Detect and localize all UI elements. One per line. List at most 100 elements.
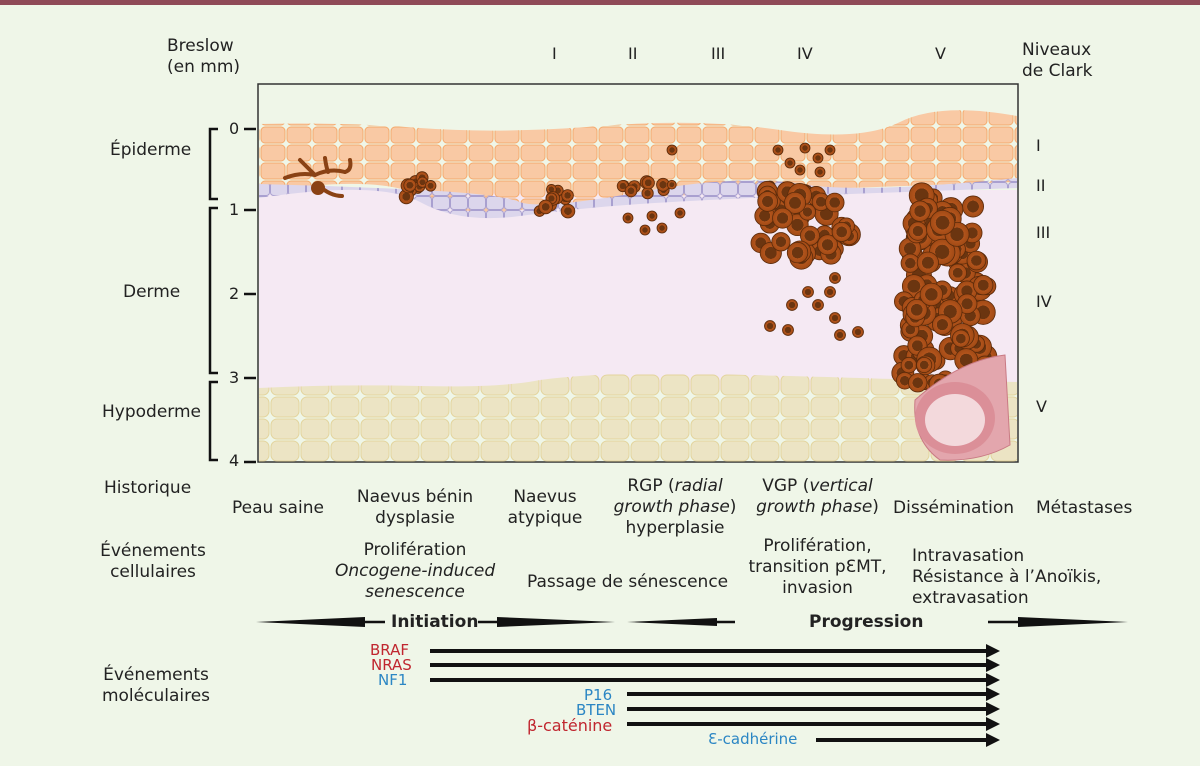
- melanoma-cell: [829, 272, 841, 284]
- phase-progression: Progression: [809, 612, 924, 632]
- hist-naevus-benin-line1: Naevus bénin: [356, 487, 474, 507]
- melanoma-cell: [772, 144, 784, 156]
- cell-proliferation: Prolifération Oncogene-induced senescenc…: [335, 540, 495, 603]
- gene-e-cadherine: Ɛ-cadhérine: [708, 730, 798, 748]
- melanoma-cell: [802, 286, 814, 298]
- melanoma-cell: [772, 207, 793, 229]
- hist-vgp: VGP (vertical growth phase): [745, 476, 890, 518]
- cell-proliferation-line: Prolifération: [363, 540, 467, 560]
- melanoma-cell: [560, 203, 576, 219]
- cell-dissemination: Intravasation Résistance à l’Anoïkis, ex…: [912, 546, 1101, 609]
- row-label-moleculaires-line1: Événements: [103, 665, 209, 685]
- depth-tick-2: 2: [229, 284, 240, 303]
- bracket-derme: [208, 206, 218, 375]
- melanoma-cell: [786, 299, 798, 311]
- melanoma-cell: [799, 225, 820, 246]
- cell-diss-line1: Intravasation: [912, 546, 1025, 566]
- melanoma-cell: [812, 152, 824, 164]
- hist-naevus-atypique: Naevus atypique: [505, 487, 585, 529]
- gene-arrow-head-0: [986, 644, 1000, 658]
- melanoma-cell: [852, 326, 864, 338]
- gene-bten: BTEN: [576, 701, 617, 719]
- melanoma-cell: [824, 144, 836, 156]
- melanoma-cell: [919, 282, 944, 307]
- melanoma-cell: [764, 320, 776, 332]
- depth-tick-1: 1: [229, 200, 240, 219]
- gene-arrow-head-1: [986, 658, 1000, 672]
- melanoma-cell: [966, 250, 987, 271]
- melanoma-cell: [973, 275, 994, 296]
- hist-naevus-benin: Naevus bénin dysplasie: [345, 487, 485, 529]
- melanoma-cell: [666, 179, 677, 190]
- row-label-cellulaires-line1: Événements: [100, 541, 206, 561]
- hist-naevus-atypique-line1: Naevus: [513, 487, 577, 507]
- progression-arrow-left: [627, 618, 717, 626]
- melanoma-cell: [624, 184, 638, 198]
- hist-vgp-b: vertical: [809, 476, 873, 496]
- melanoma-cells: [398, 142, 998, 431]
- cell-diss-line2: Résistance à l’Anoïkis,: [912, 567, 1102, 587]
- clark-top-V: V: [935, 44, 946, 63]
- depth-tick-4: 4: [229, 451, 240, 470]
- melanoma-cell: [829, 312, 841, 324]
- gene-braf: BRAF: [370, 641, 409, 659]
- hist-dissemination: Dissémination: [893, 498, 1015, 518]
- initiation-arrow-right: [497, 617, 615, 627]
- melanoma-cell: [916, 251, 939, 274]
- row-label-moleculaires-line2: moléculaires: [101, 686, 211, 706]
- hist-metastases: Métastases: [1036, 498, 1133, 518]
- melanoma-cell: [831, 221, 852, 242]
- clark-right-II: II: [1036, 176, 1046, 195]
- melanoma-cell: [931, 314, 953, 336]
- hist-peau-saine: Peau saine: [232, 498, 324, 518]
- cell-oncogene-line1: Oncogene-induced: [335, 561, 496, 581]
- melanoma-cell: [951, 329, 970, 348]
- row-label-historique: Historique: [104, 478, 192, 498]
- melanoma-cell: [799, 142, 811, 154]
- melanoma-cell: [656, 222, 668, 234]
- gene-p16: P16: [584, 686, 613, 704]
- melanoma-cell: [639, 224, 651, 236]
- layer-epiderme: Épiderme: [110, 140, 192, 160]
- melanoma-cell: [786, 241, 809, 264]
- melanoma-cell: [909, 200, 931, 222]
- hist-rgp-c: growth phase: [613, 497, 730, 517]
- row-label-moleculaires: Événements moléculaires: [96, 665, 216, 707]
- top-bar: [0, 0, 1200, 5]
- melanoma-cell: [641, 176, 655, 190]
- hist-vgp-c: growth phase: [756, 497, 873, 517]
- hist-naevus-atypique-line2: atypique: [507, 508, 583, 528]
- cell-vgp-line1: Prolifération,: [763, 536, 872, 556]
- melanoma-cell: [916, 356, 933, 374]
- epidermis: [259, 110, 1017, 213]
- cell-vgp-line2: transition pƐMT,: [748, 557, 887, 577]
- melanoma-cell: [812, 299, 824, 311]
- row-label-cellulaires: Événements cellulaires: [98, 541, 208, 583]
- melanoma-cell: [783, 191, 807, 214]
- clark-top-III: III: [711, 44, 726, 63]
- hist-rgp-b: radial: [674, 476, 723, 496]
- melanoma-cell: [929, 210, 956, 236]
- melanoma-cell: [782, 324, 794, 336]
- clark-top-II: II: [628, 44, 638, 63]
- melanoma-cell: [757, 191, 778, 212]
- breslow-label-line2: (en mm): [167, 57, 241, 77]
- melanoma-cell: [646, 210, 658, 222]
- row-label-cellulaires-line2: cellulaires: [110, 562, 196, 582]
- gene-arrow-head-2: [986, 673, 1000, 687]
- bracket-hypoderme: [208, 380, 218, 462]
- cell-oncogene-line2: senescence: [365, 582, 465, 602]
- melanoma-cell: [905, 298, 928, 321]
- hist-naevus-benin-line2: dysplasie: [375, 508, 455, 528]
- hist-vgp-d: ): [872, 497, 879, 517]
- cell-vgp-line3: invasion: [782, 578, 853, 598]
- hypodermis: [259, 373, 1017, 462]
- clark-right-IV: IV: [1036, 292, 1052, 311]
- melanoma-cell: [622, 212, 634, 224]
- initiation-arrow-left: [256, 617, 365, 627]
- melanoma-cell: [424, 180, 437, 192]
- melanoma-cell: [403, 178, 417, 192]
- melanoma-cell: [948, 263, 967, 283]
- melanoma-cell: [771, 232, 791, 252]
